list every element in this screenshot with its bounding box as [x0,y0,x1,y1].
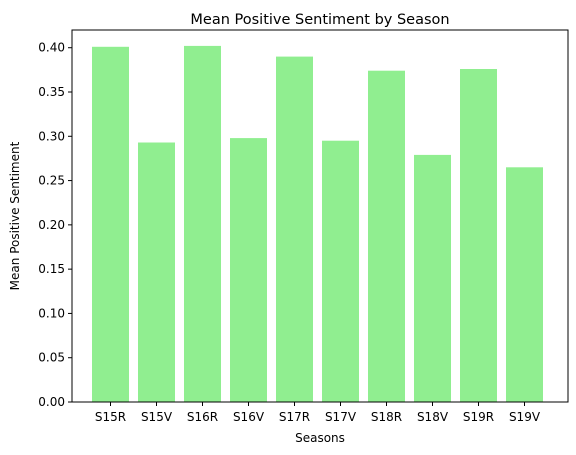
bar-s16r [184,46,221,402]
bar-s17r [276,57,313,402]
x-tick-label: S18V [417,410,449,424]
bar-s18v [414,155,451,402]
x-tick-label: S17V [325,410,357,424]
y-tick-label: 0.35 [38,85,65,99]
bars-group [92,46,543,402]
x-axis-ticks: S15R S15V S16R S16V S17R S17V S18R S18V S19R S19V [95,402,541,424]
x-axis-label: Seasons [295,431,345,445]
chart-title: Mean Positive Sentiment by Season [190,12,449,28]
x-tick-label: S19R [463,410,494,424]
y-axis-ticks: 0.00 0.05 0.10 0.15 0.20 0.25 0.30 0.35 0.40 [38,41,72,409]
x-tick-label: S16V [233,410,265,424]
x-tick-label: S17R [279,410,310,424]
bar-s18r [368,71,405,402]
y-tick-label: 0.20 [38,218,65,232]
x-tick-label: S19V [509,410,541,424]
x-tick-label: S15V [141,410,173,424]
bar-s19v [506,167,543,402]
y-tick-label: 0.00 [38,395,65,409]
y-tick-label: 0.10 [38,306,65,320]
y-tick-label: 0.40 [38,41,65,55]
bar-s15v [138,143,175,403]
bar-s17v [322,141,359,402]
x-tick-label: S16R [187,410,218,424]
x-tick-label: S18R [371,410,402,424]
y-tick-label: 0.15 [38,262,65,276]
bar-s15r [92,47,129,402]
y-axis-label: Mean Positive Sentiment [8,141,22,290]
bar-s16v [230,138,267,402]
bar-s19r [460,69,497,402]
y-tick-label: 0.05 [38,351,65,365]
x-tick-label: S15R [95,410,126,424]
y-tick-label: 0.25 [38,174,65,188]
y-tick-label: 0.30 [38,129,65,143]
